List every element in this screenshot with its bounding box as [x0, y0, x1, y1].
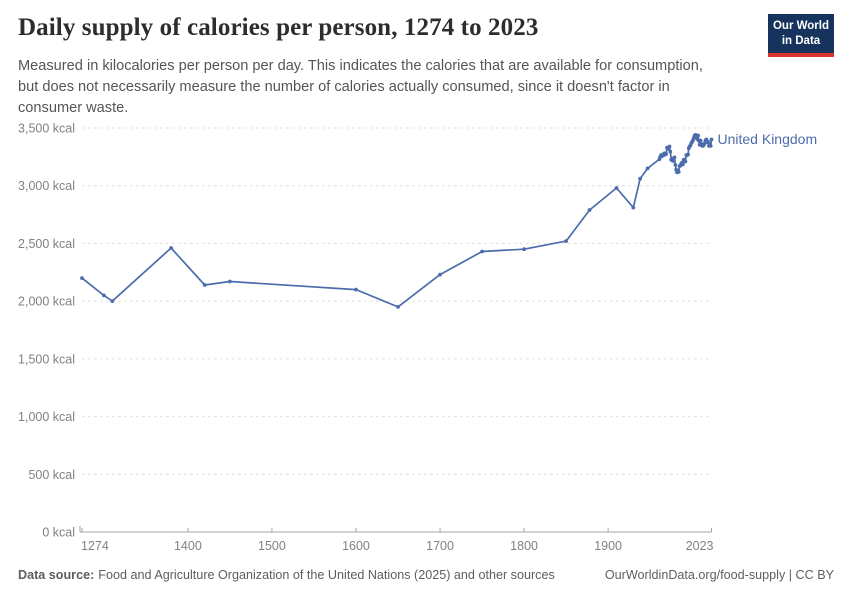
- data-point[interactable]: [673, 163, 678, 167]
- y-axis-tick-label: 3,500 kcal: [18, 122, 75, 136]
- data-point[interactable]: [354, 287, 358, 292]
- data-point[interactable]: [102, 293, 106, 298]
- data-point[interactable]: [522, 247, 526, 252]
- data-point[interactable]: [667, 144, 672, 149]
- data-point[interactable]: [645, 166, 650, 171]
- x-axis-tick-label: 2023: [686, 539, 714, 553]
- chart-subtitle: Measured in kilocalories per person per …: [18, 58, 703, 116]
- data-point[interactable]: [169, 246, 174, 250]
- data-point[interactable]: [683, 159, 688, 164]
- data-point[interactable]: [202, 283, 207, 287]
- data-point[interactable]: [564, 239, 568, 244]
- y-axis-tick-label: 1,500 kcal: [18, 352, 75, 366]
- data-source-text: Food and Agriculture Organization of the…: [98, 568, 555, 582]
- data-point[interactable]: [668, 149, 673, 154]
- y-axis-tick-label: 3,000 kcal: [18, 179, 75, 193]
- y-axis-tick-label: 500 kcal: [28, 468, 75, 482]
- x-axis-tick-label: 1700: [426, 539, 454, 553]
- series-label[interactable]: United Kingdom: [718, 131, 818, 147]
- data-point[interactable]: [614, 186, 619, 190]
- owid-logo-line1: Our World: [772, 20, 829, 32]
- data-point[interactable]: [686, 152, 690, 157]
- data-point[interactable]: [638, 176, 642, 181]
- y-axis-tick-label: 0 kcal: [42, 526, 75, 540]
- owid-logo-line2: in Data: [781, 34, 821, 47]
- data-source-label: Data source:: [18, 568, 95, 582]
- data-source-note: Data source: Food and Agriculture Organiz…: [18, 568, 555, 582]
- license-link[interactable]: OurWorldinData.org/food-supply | CC BY: [604, 568, 834, 582]
- data-point[interactable]: [698, 138, 703, 143]
- data-point[interactable]: [110, 299, 115, 303]
- y-axis-tick-label: 2,500 kcal: [18, 237, 75, 251]
- chart-title: Daily supply of calories per person, 127…: [18, 14, 539, 41]
- data-point[interactable]: [696, 133, 700, 138]
- y-axis-tick-label: 2,000 kcal: [18, 295, 75, 309]
- data-point[interactable]: [664, 152, 668, 156]
- chart-line[interactable]: [81, 134, 713, 308]
- data-point[interactable]: [80, 276, 84, 280]
- x-axis-tick-label: 1400: [174, 539, 202, 553]
- data-point[interactable]: [438, 272, 442, 277]
- data-point[interactable]: [228, 279, 232, 284]
- data-point[interactable]: [708, 144, 713, 148]
- x-axis-tick-label: 1500: [258, 539, 286, 553]
- data-point[interactable]: [631, 205, 636, 210]
- data-point[interactable]: [480, 249, 484, 254]
- x-axis-tick-label: 1274: [81, 539, 109, 553]
- owid-logo[interactable]: Our World in Data: [768, 14, 834, 57]
- y-axis-tick-label: 1,000 kcal: [18, 410, 75, 424]
- data-point[interactable]: [676, 170, 681, 174]
- data-point[interactable]: [709, 137, 714, 142]
- data-point[interactable]: [672, 155, 677, 160]
- chart-footer: Data source: Food and Agriculture Organiz…: [18, 568, 834, 582]
- data-point[interactable]: [396, 305, 400, 309]
- data-point[interactable]: [681, 162, 685, 167]
- data-point[interactable]: [587, 208, 592, 212]
- x-axis-tick-label: 1600: [342, 539, 370, 553]
- x-axis-tick-label: 1800: [510, 539, 538, 553]
- x-axis-tick-label: 1900: [594, 539, 622, 553]
